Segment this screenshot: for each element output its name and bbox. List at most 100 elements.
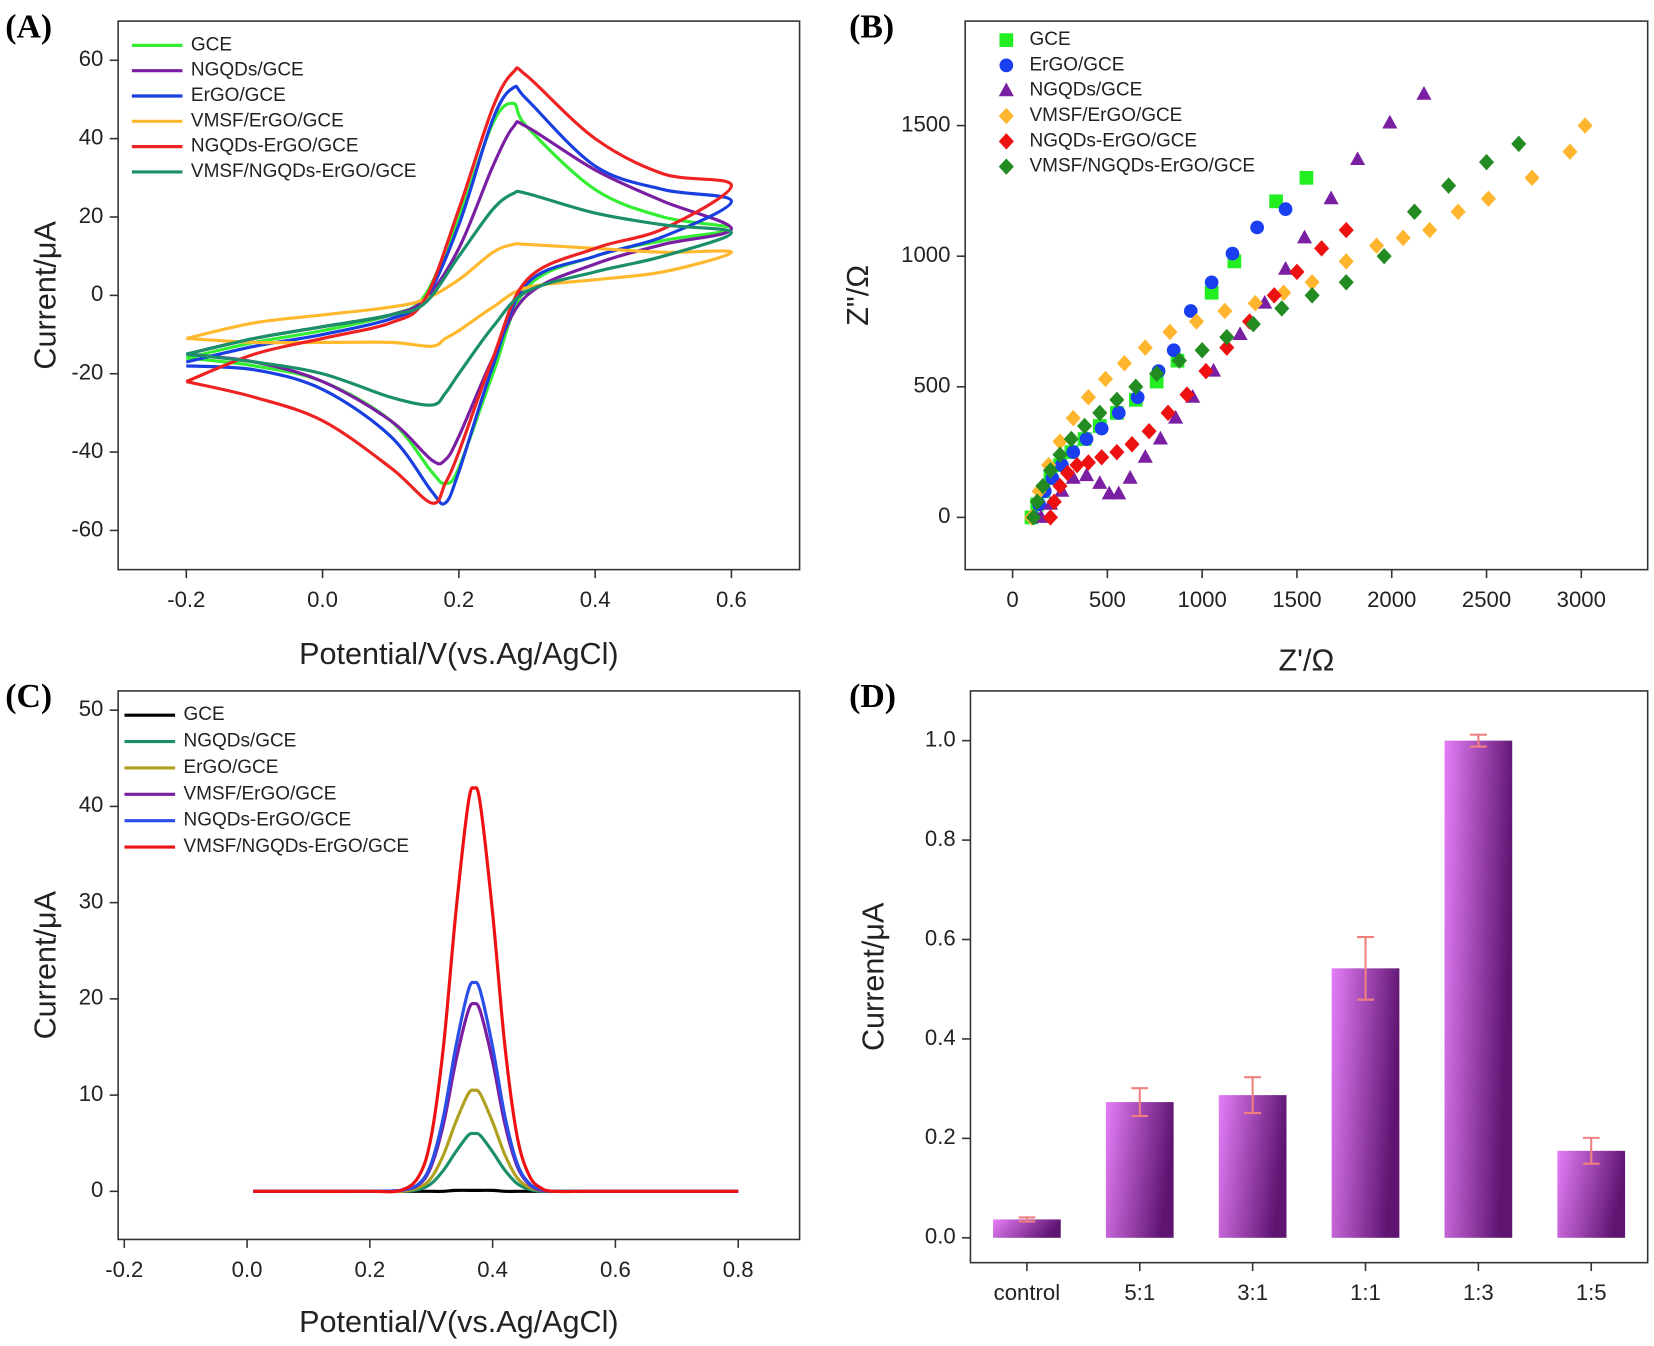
x-tick-label: 1000: [1178, 587, 1227, 612]
marker: [1094, 421, 1109, 436]
marker: [1350, 151, 1366, 166]
legend-label: NGQDs/GCE: [1030, 80, 1143, 101]
x-tick-label: 0.6: [716, 587, 747, 612]
legend-label: ErGO/GCE: [191, 85, 286, 106]
y-tick-label: 40: [79, 124, 104, 149]
y-tick-label: -40: [71, 438, 103, 463]
y-tick-label: 0: [91, 1177, 103, 1202]
line: [253, 786, 739, 1194]
marker: [1299, 170, 1314, 185]
marker: [1111, 485, 1127, 500]
y-tick-label: 20: [79, 203, 104, 228]
marker: [1257, 294, 1273, 309]
panel-label: (B): [849, 8, 894, 45]
error-bar: [1131, 1087, 1149, 1118]
marker: [1066, 445, 1081, 459]
line: [185, 120, 734, 466]
marker: [1092, 404, 1108, 422]
error-bar: [1357, 935, 1374, 1001]
marker: [1524, 169, 1540, 187]
y-tick-label: 1500: [901, 111, 950, 136]
marker: [1274, 300, 1290, 317]
marker: [1137, 449, 1153, 463]
legend-label: GCE: [1030, 29, 1071, 50]
marker: [1276, 284, 1292, 301]
marker: [1183, 304, 1198, 318]
x-tick-label: 500: [1089, 587, 1126, 612]
marker: [1065, 469, 1081, 484]
marker: [1035, 477, 1051, 495]
panel-label: (A): [5, 8, 52, 45]
y-tick-label: 1.0: [925, 726, 956, 751]
marker: [1149, 365, 1165, 382]
x-tick-label: 1:1: [1350, 1280, 1381, 1305]
plot-frame: [117, 690, 801, 1241]
plot-frame: [969, 690, 1649, 1264]
marker: [1247, 294, 1263, 312]
legend-label: VMSF/NGQDs-ErGO/GCE: [184, 836, 410, 857]
marker: [1296, 229, 1313, 244]
y-tick-label: -20: [71, 360, 103, 385]
panel-label: (C): [5, 678, 52, 715]
line: [253, 980, 739, 1194]
y-tick-label: 0.0: [925, 1224, 956, 1249]
marker: [1245, 315, 1261, 333]
marker: [1338, 274, 1354, 291]
y-tick-label: 0.2: [925, 1124, 956, 1149]
x-tick-label: 0.4: [580, 587, 611, 612]
marker: [1406, 203, 1423, 221]
marker: [1269, 194, 1283, 209]
marker: [1204, 285, 1219, 300]
line: [253, 1001, 739, 1193]
x-tick-label: 2500: [1462, 587, 1511, 612]
marker: [1079, 432, 1094, 446]
legend-label: NGQDs-ErGO/GCE: [191, 136, 359, 157]
y-axis-title: Current/μA: [29, 221, 63, 370]
marker: [1080, 389, 1096, 406]
marker: [1130, 390, 1145, 405]
x-tick-label: 0.6: [600, 1257, 631, 1282]
error-bar: [1018, 1216, 1036, 1223]
marker: [1077, 417, 1093, 435]
x-axis-title: Potential/V(vs.Ag/AgCl): [299, 637, 619, 671]
bar: [1557, 1150, 1626, 1238]
marker: [1109, 443, 1125, 461]
marker: [1052, 433, 1068, 450]
marker: [1122, 469, 1138, 484]
bar: [1331, 968, 1400, 1238]
marker: [1162, 323, 1178, 341]
marker: [1323, 190, 1339, 205]
error-bar: [1582, 1136, 1600, 1165]
marker: [1562, 143, 1578, 160]
y-tick-label: 50: [79, 696, 104, 721]
marker: [1152, 430, 1168, 445]
legend-label: VMSF/ErGO/GCE: [191, 110, 344, 131]
x-axis-title: Z'/Ω: [1278, 644, 1334, 678]
marker: [1304, 287, 1320, 304]
marker: [1382, 114, 1398, 129]
marker: [1204, 275, 1219, 290]
marker: [1450, 203, 1466, 221]
marker: [1128, 378, 1144, 396]
x-tick-label: 0: [1006, 587, 1018, 612]
marker: [1078, 467, 1095, 482]
x-axis-title: Potential/V(vs.Ag/AgCl): [299, 1305, 619, 1339]
x-tick-label: 0.2: [443, 587, 474, 612]
x-tick-label: 2000: [1367, 587, 1416, 612]
marker: [1219, 328, 1235, 346]
x-tick-label: 1:5: [1576, 1280, 1607, 1305]
legend-label: VMSF/NGQDs-ErGO/GCE: [1030, 156, 1256, 177]
marker: [1266, 287, 1282, 304]
line: [185, 242, 734, 348]
y-tick-label: 1000: [901, 242, 950, 267]
x-tick-label: 5:1: [1124, 1280, 1155, 1305]
plot-frame: [117, 20, 801, 571]
marker: [1422, 221, 1438, 239]
marker: [998, 107, 1014, 125]
marker: [1029, 493, 1045, 510]
marker: [1052, 477, 1068, 495]
marker: [1094, 449, 1110, 466]
legend-label: NGQDs-ErGO/GCE: [184, 810, 352, 831]
marker: [1219, 339, 1235, 356]
